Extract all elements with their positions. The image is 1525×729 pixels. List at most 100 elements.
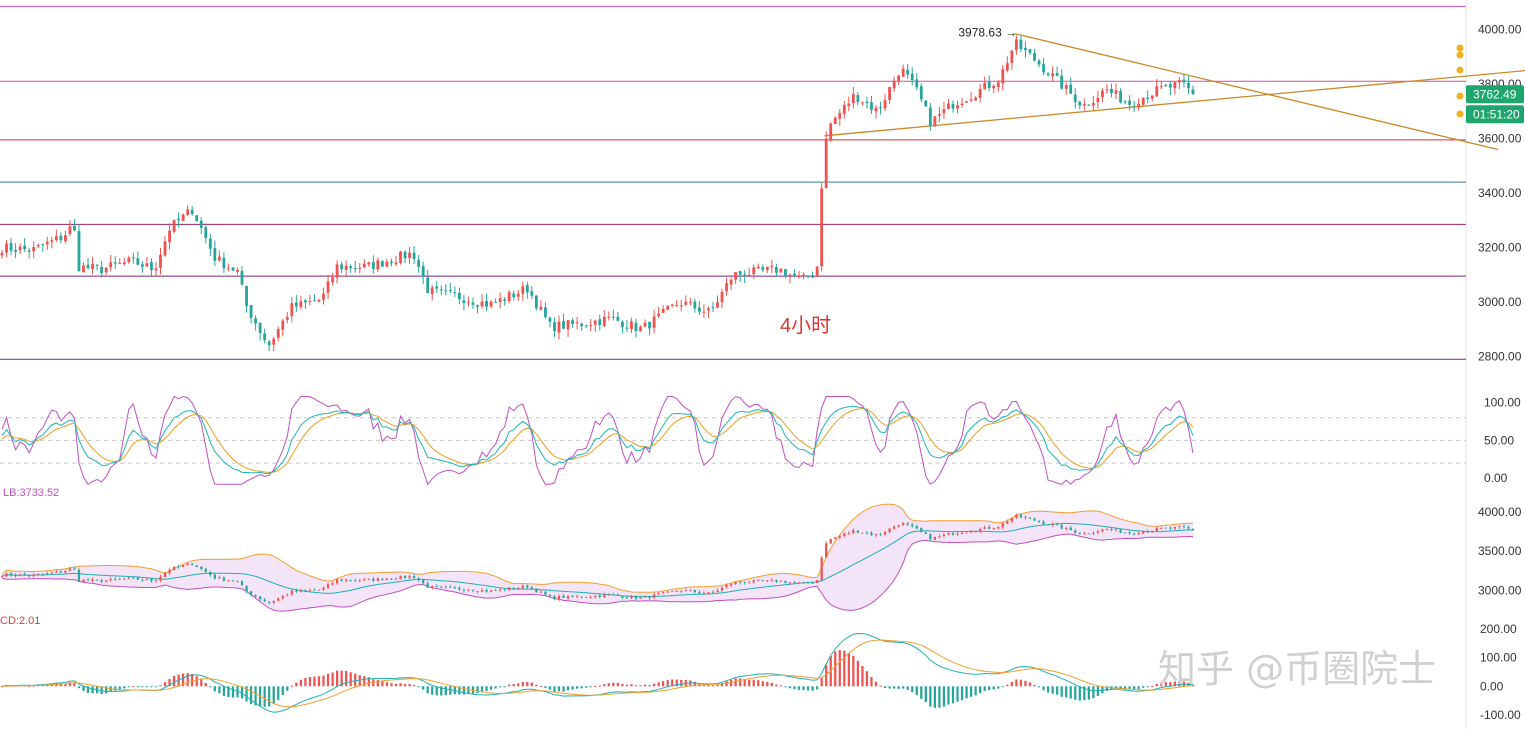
candle-body	[697, 307, 701, 312]
boll-candle-body	[440, 586, 443, 588]
macd-histogram-bar	[381, 681, 384, 687]
boll-candle-body	[322, 587, 325, 590]
candle-body	[879, 107, 882, 109]
macd-histogram-bar	[1164, 682, 1167, 687]
macd-histogram-bar	[286, 686, 289, 691]
macd-histogram-bar	[1151, 685, 1154, 687]
candle-body	[9, 242, 13, 251]
boll-candle-body	[480, 590, 484, 592]
macd-histogram-bar	[100, 686, 103, 694]
boll-candle-body	[82, 579, 85, 582]
boll-candle-body	[182, 565, 185, 567]
candle-body	[774, 267, 778, 273]
boll-candle-body	[186, 563, 189, 566]
boll-candle-body	[630, 595, 633, 599]
alert-marker-icon	[1456, 92, 1464, 100]
candle-body	[1150, 95, 1154, 99]
macd-histogram-bar	[598, 685, 601, 687]
candle-body	[974, 97, 978, 101]
macd-histogram-bar	[843, 650, 846, 687]
boll-candle-body	[86, 579, 90, 581]
candle-body	[54, 236, 58, 241]
macd-histogram-bar	[1173, 681, 1177, 687]
candle-body	[634, 322, 638, 332]
macd-histogram-bar	[806, 686, 810, 691]
candle-body	[1001, 69, 1005, 84]
macd-histogram-bar	[426, 686, 429, 694]
boll-candle-body	[385, 578, 389, 581]
candle-body	[643, 322, 647, 327]
candle-body	[1141, 97, 1145, 105]
candle-body	[1019, 39, 1023, 50]
macd-histogram-bar	[118, 686, 121, 690]
boll-candle-body	[1151, 530, 1154, 532]
macd-histogram-bar	[874, 681, 878, 687]
boll-candle-body	[209, 572, 212, 575]
macd-histogram-bar	[902, 686, 905, 689]
macd-histogram-bar	[580, 686, 583, 689]
macd-histogram-bar	[956, 686, 959, 702]
boll-candle-body	[888, 528, 891, 533]
macd-histogram-bar	[1105, 686, 1109, 691]
candle-body	[204, 227, 208, 239]
boll-candle-body	[417, 578, 420, 581]
candle-body	[992, 85, 996, 89]
candle-body	[512, 293, 516, 298]
candle-body	[842, 104, 846, 114]
candle-body	[240, 270, 244, 285]
candle-body	[856, 95, 860, 102]
boll-candle-body	[924, 532, 927, 534]
boll-candle-body	[965, 532, 968, 534]
candle-body	[249, 305, 253, 318]
boll-candle-body	[1069, 527, 1072, 531]
candle-body	[227, 267, 230, 269]
candle-body	[299, 301, 303, 308]
macd-histogram-bar	[417, 686, 420, 688]
macd-histogram-bar	[1060, 686, 1063, 697]
candle-body	[163, 241, 167, 256]
macd-histogram-bar	[739, 678, 742, 687]
macd-histogram-bar	[123, 686, 126, 689]
candle-body	[1051, 73, 1055, 77]
candle-body	[168, 230, 171, 243]
candle-body	[824, 138, 828, 189]
candle-body	[222, 257, 226, 269]
candle-body	[77, 230, 81, 272]
macd-histogram-bar	[906, 686, 909, 691]
macd-histogram-bar	[847, 653, 850, 687]
boll-candle-body	[1087, 533, 1090, 535]
macd-histogram-bar	[0, 686, 4, 688]
macd-histogram-bar	[132, 686, 135, 688]
boll-candle-body	[797, 582, 801, 584]
candle-body	[390, 261, 393, 264]
boll-candle-body	[204, 568, 207, 572]
boll-candle-body	[77, 569, 81, 582]
candle-body	[874, 107, 878, 112]
macd-histogram-bar	[838, 650, 841, 687]
candle-body	[281, 320, 285, 330]
candle-body	[793, 273, 796, 277]
macd-histogram-bar	[974, 686, 977, 696]
candle-body	[996, 82, 1000, 87]
boll-candle-body	[969, 531, 973, 533]
boll-candle-body	[1024, 517, 1027, 518]
boll-candle-body	[834, 537, 837, 540]
macd-histogram-bar	[757, 680, 760, 687]
macd-histogram-bar	[354, 673, 357, 687]
macd-histogram-bar	[915, 686, 918, 696]
macd-histogram-bar	[544, 686, 547, 688]
candle-body	[1060, 75, 1064, 89]
candle-body	[865, 101, 869, 104]
macd-histogram-bar	[562, 686, 565, 692]
boll-candle-body	[725, 584, 728, 588]
boll-candle-body	[195, 565, 198, 568]
boll-candle-body	[263, 599, 266, 602]
boll-candle-body	[902, 523, 905, 526]
candle-body	[1087, 104, 1091, 106]
candle-body	[272, 338, 276, 345]
macd-histogram-bar	[788, 686, 792, 689]
candle-body	[0, 252, 4, 256]
macd-histogram-bar	[485, 686, 488, 692]
boll-candle-body	[856, 530, 860, 533]
candle-body	[417, 259, 421, 267]
